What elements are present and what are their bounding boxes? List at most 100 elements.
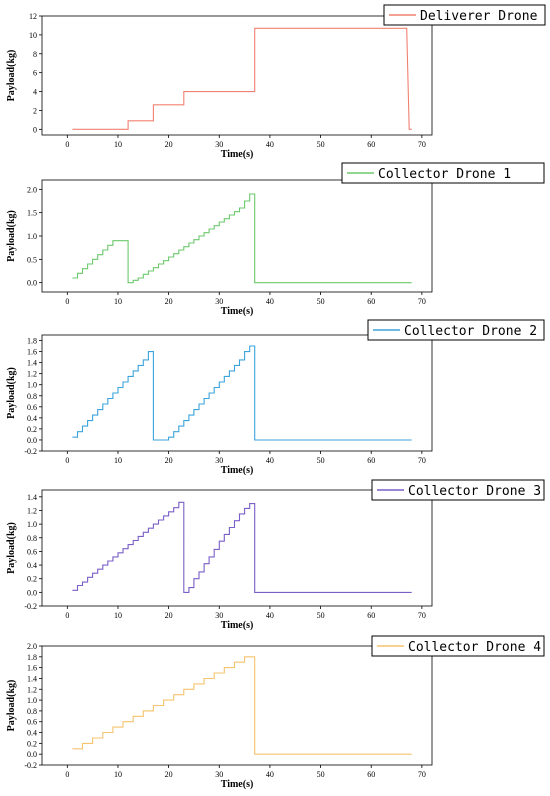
x-tick-label: 50	[317, 456, 325, 465]
x-tick-label: 70	[418, 770, 426, 779]
legend: Deliverer Drone	[383, 4, 546, 26]
series-line-2	[72, 193, 412, 284]
x-tick-label: 10	[114, 297, 122, 306]
y-tick-label: 0.2	[27, 739, 37, 748]
x-tick-label: 70	[418, 140, 426, 149]
y-tick-label: 6	[33, 69, 37, 78]
y-tick-label: 12	[29, 12, 37, 21]
y-tick-label: 1.0	[27, 232, 37, 241]
x-tick-label: 30	[215, 456, 223, 465]
y-tick-label: 0.2	[27, 575, 37, 584]
y-tick-label: 0.4	[27, 729, 37, 738]
x-tick-label: 0	[65, 297, 69, 306]
legend: Collector Drone 3	[371, 479, 545, 501]
x-tick-label: 50	[317, 297, 325, 306]
x-tick-label: 40	[266, 140, 274, 149]
y-axis-label: Payload(kg)	[6, 367, 17, 419]
x-tick-label: 50	[317, 611, 325, 620]
y-tick-label: 0.4	[27, 561, 37, 570]
legend-box	[371, 479, 545, 501]
y-axis-label: Payload(kg)	[6, 680, 17, 732]
x-tick-label: 20	[165, 140, 173, 149]
x-axis-label: Time(s)	[221, 465, 254, 476]
y-tick-label: 2.0	[27, 185, 37, 194]
plot-frame	[41, 645, 433, 766]
series-line-5	[72, 656, 412, 755]
x-tick-label: 60	[367, 611, 375, 620]
y-tick-label: 1.2	[27, 685, 37, 694]
chart-panel-4: 0 10 20 30 40 50 60 70 -0.2 0.0 0.2 0.4 0.6 0.8 1.0 1.2…	[6, 479, 545, 631]
x-tick-label: 20	[165, 770, 173, 779]
x-tick-label: 60	[367, 140, 375, 149]
y-tick-label: 0.6	[27, 403, 37, 412]
x-tick-label: 40	[266, 456, 274, 465]
y-tick-label: 0.8	[27, 534, 37, 543]
x-tick-label: 0	[65, 140, 69, 149]
y-tick-label: 8	[33, 50, 37, 59]
x-axis-label: Time(s)	[221, 779, 254, 790]
legend-box	[341, 162, 545, 184]
x-tick-label: 10	[114, 611, 122, 620]
x-axis-label: Time(s)	[221, 306, 254, 317]
y-tick-label: 1.4	[27, 674, 37, 683]
x-tick-label: 20	[165, 297, 173, 306]
legend-label: Deliverer Drone	[420, 9, 538, 24]
x-tick-label: 30	[215, 770, 223, 779]
y-tick-label: 1.0	[27, 520, 37, 529]
y-tick-label: 1.2	[27, 506, 37, 515]
y-tick-label: 1.2	[27, 370, 37, 379]
x-tick-label: 10	[114, 456, 122, 465]
plot-frame	[41, 334, 433, 452]
y-axis-label: Payload(kg)	[6, 210, 17, 262]
y-tick-label: 0.6	[27, 718, 37, 727]
x-tick-label: 40	[266, 611, 274, 620]
y-tick-label: 1.4	[27, 359, 37, 368]
y-tick-label: 1.0	[27, 696, 37, 705]
y-tick-label: 2.0	[27, 642, 37, 651]
legend: Collector Drone 2	[367, 319, 545, 341]
y-tick-label: 0.4	[27, 414, 37, 423]
y-tick-label: 1.0	[27, 381, 37, 390]
y-tick-label: -0.2	[24, 447, 37, 456]
legend-label: Collector Drone 3	[408, 484, 541, 499]
y-tick-label: 1.5	[27, 209, 37, 218]
y-axis-label: Payload(kg)	[6, 522, 17, 574]
series-line-4	[72, 501, 412, 593]
y-tick-label: 2	[33, 106, 37, 115]
y-tick-label: 1.8	[27, 337, 37, 346]
y-tick-label: 1.6	[27, 664, 37, 673]
y-tick-label: 0.6	[27, 547, 37, 556]
y-tick-label: 10	[29, 31, 37, 40]
x-tick-label: 20	[165, 611, 173, 620]
plot-frame	[41, 179, 433, 293]
plot-frame	[41, 489, 433, 607]
x-tick-label: 0	[65, 611, 69, 620]
y-tick-label: 0.0	[27, 279, 37, 288]
y-tick-label: 1.6	[27, 348, 37, 357]
y-tick-label: 0.0	[27, 588, 37, 597]
legend-label: Collector Drone 2	[404, 324, 537, 339]
x-tick-label: 30	[215, 297, 223, 306]
chart-panel-1: 0 10 20 30 40 50 60 70 0 2 4 6 8 10 12 Time(s) Payload(k…	[6, 4, 546, 160]
x-tick-label: 40	[266, 297, 274, 306]
legend-box	[367, 319, 545, 341]
y-tick-label: 0.8	[27, 392, 37, 401]
y-tick-label: 0.0	[27, 750, 37, 759]
y-tick-label: 4	[33, 88, 37, 97]
y-tick-label: -0.2	[24, 761, 37, 770]
x-tick-label: 70	[418, 456, 426, 465]
legend-label: Collector Drone 1	[378, 167, 511, 182]
plot-frame	[41, 15, 433, 136]
x-tick-label: 40	[266, 770, 274, 779]
x-tick-label: 0	[65, 456, 69, 465]
y-tick-label: 0	[33, 125, 37, 134]
x-axis-label: Time(s)	[221, 620, 254, 631]
x-tick-label: 10	[114, 140, 122, 149]
y-tick-label: 0.0	[27, 436, 37, 445]
x-tick-label: 10	[114, 770, 122, 779]
x-tick-label: 0	[65, 770, 69, 779]
x-tick-label: 70	[418, 297, 426, 306]
series-line-3	[72, 345, 412, 441]
chart-panel-3: 0 10 20 30 40 50 60 70 -0.2 0.0 0.2 0.4 0.6 0.8 1.0 1.2…	[6, 319, 545, 476]
